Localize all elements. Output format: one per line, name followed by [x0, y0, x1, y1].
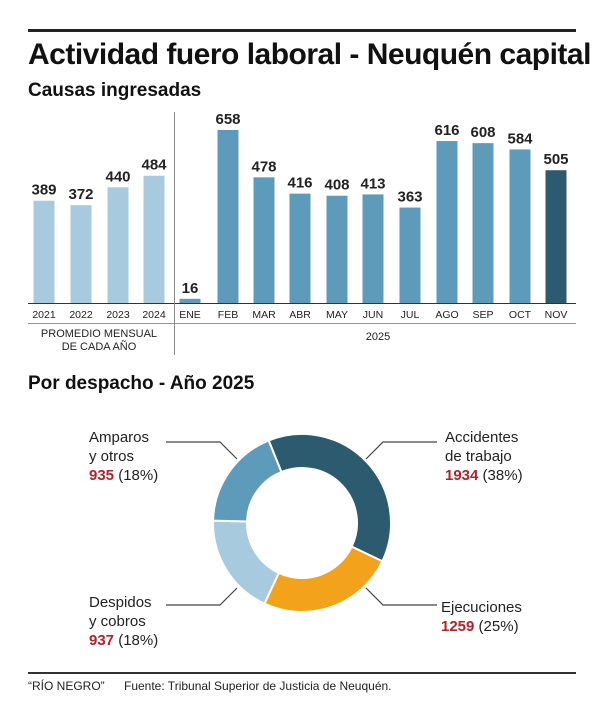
- label-despidos-value: 937 (18%): [89, 631, 158, 650]
- label-amparos-value: 935 (18%): [89, 466, 158, 485]
- value-label-sep: 608: [470, 124, 495, 141]
- despidos-count: 937: [89, 632, 115, 649]
- tick-label-feb: FEB: [218, 309, 238, 321]
- value-label-nov: 505: [543, 151, 568, 168]
- leader-line-amparos: [166, 441, 238, 460]
- bar-2021: [33, 200, 55, 303]
- bar-sep: [472, 143, 494, 303]
- bar-jul: [399, 207, 421, 303]
- value-label-abr: 416: [287, 175, 312, 192]
- group-label-yearly-line2: DE CADA AÑO: [62, 340, 137, 353]
- group-label-yearly-line1: PROMEDIO MENSUAL: [41, 328, 157, 340]
- tick-label-mar: MAR: [252, 309, 276, 321]
- tick-label-abr: ABR: [289, 309, 311, 321]
- label-ejecuciones-line1: Ejecuciones: [441, 599, 522, 616]
- footer-credit: “RÍO NEGRO”: [28, 679, 105, 693]
- bar-may: [326, 195, 348, 303]
- bar-jun: [362, 194, 384, 303]
- leader-line-ejecuciones: [365, 587, 437, 606]
- label-amparos-line2: y otros: [89, 448, 135, 465]
- top-rule: [28, 29, 576, 32]
- donut-slice-accidentes: [267, 433, 392, 563]
- label-amparos-line1: Amparos: [89, 429, 150, 446]
- tick-label-ene: ENE: [179, 309, 201, 321]
- bar-abr: [289, 193, 311, 303]
- group-label-2025: 2025: [366, 331, 390, 343]
- donut-slice-ejecuciones: [263, 545, 384, 613]
- donut-chart-title: Por despacho - Año 2025: [28, 373, 255, 394]
- tick-label-nov: NOV: [545, 309, 568, 321]
- label-accidentes-line1: Accidentes: [445, 429, 519, 446]
- accidentes-count: 1934: [445, 467, 479, 484]
- bar-mar: [253, 177, 275, 303]
- bottom-rule: [28, 672, 576, 674]
- bar-nov: [545, 170, 567, 303]
- value-label-may: 408: [324, 177, 349, 194]
- bar-2024: [143, 175, 165, 303]
- footer-source: Fuente: Tribunal Superior de Justicia de…: [124, 679, 392, 693]
- ejecuciones-count: 1259: [441, 618, 475, 635]
- value-label-mar: 478: [251, 158, 276, 175]
- donut-slice-despidos: [212, 519, 281, 606]
- label-amparos: Amparos y otros 935 (18%): [89, 428, 158, 485]
- page-title: Actividad fuero laboral - Neuquén capita…: [28, 38, 591, 71]
- bar-feb: [217, 130, 239, 303]
- leader-line-despidos: [166, 587, 238, 606]
- label-accidentes-line2: de trabajo: [445, 448, 512, 465]
- accidentes-percent: (38%): [482, 467, 523, 484]
- tick-label-2021: 2021: [32, 309, 56, 321]
- tick-label-ago: AGO: [435, 309, 458, 321]
- tick-label-sep: SEP: [472, 309, 493, 321]
- tick-label-2023: 2023: [106, 309, 130, 321]
- value-label-ene: 16: [182, 280, 199, 297]
- label-ejecuciones: Ejecuciones 1259 (25%): [441, 598, 522, 636]
- value-label-2021: 389: [31, 182, 56, 199]
- tick-label-oct: OCT: [509, 309, 532, 321]
- amparos-percent: (18%): [118, 467, 159, 484]
- label-despidos-line1: Despidos: [89, 594, 152, 611]
- label-accidentes: Accidentes de trabajo 1934 (38%): [445, 428, 523, 485]
- value-label-jun: 413: [360, 175, 385, 192]
- bar-2023: [107, 187, 129, 303]
- value-label-2023: 440: [105, 168, 130, 185]
- tick-label-2022: 2022: [69, 309, 93, 321]
- value-label-jul: 363: [397, 189, 422, 206]
- value-label-feb: 658: [215, 111, 240, 128]
- label-accidentes-value: 1934 (38%): [445, 466, 523, 485]
- bar-chart: 389 2021 372 2022 440 2023 484 2024 16 ENE 658 FEB 4…: [28, 111, 576, 355]
- label-despidos: Despidos y cobros 937 (18%): [89, 593, 158, 650]
- value-label-ago: 616: [434, 122, 459, 139]
- ejecuciones-percent: (25%): [478, 618, 519, 635]
- label-ejecuciones-value: 1259 (25%): [441, 617, 522, 636]
- bar-chart-title: Causas ingresadas: [28, 80, 202, 101]
- bar-oct: [509, 149, 531, 303]
- bar-ene: [179, 298, 201, 303]
- value-label-oct: 584: [507, 130, 533, 147]
- bar-ago: [436, 141, 458, 303]
- tick-label-jun: JUN: [363, 309, 383, 321]
- donut-slice-amparos: [212, 439, 283, 523]
- amparos-count: 935: [89, 467, 115, 484]
- label-despidos-line2: y cobros: [89, 613, 146, 630]
- value-label-2024: 484: [141, 157, 167, 174]
- value-label-2022: 372: [68, 186, 93, 203]
- tick-label-2024: 2024: [142, 309, 166, 321]
- leader-line-accidentes: [365, 441, 437, 460]
- tick-label-may: MAY: [326, 309, 348, 321]
- tick-label-jul: JUL: [401, 309, 420, 321]
- bar-2022: [70, 205, 92, 303]
- despidos-percent: (18%): [118, 632, 159, 649]
